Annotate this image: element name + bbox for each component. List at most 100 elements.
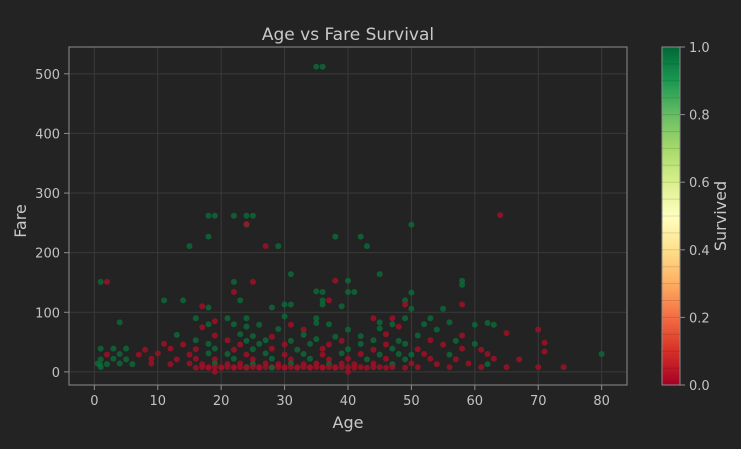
point-not-survived xyxy=(446,364,453,371)
point-survived xyxy=(230,212,237,219)
point-not-survived xyxy=(211,332,218,339)
point-not-survived xyxy=(256,364,263,371)
point-not-survived xyxy=(370,364,377,371)
point-not-survived xyxy=(211,318,218,325)
point-not-survived xyxy=(224,364,231,371)
point-survived xyxy=(275,326,282,332)
point-survived xyxy=(180,297,187,304)
point-survived xyxy=(402,356,409,363)
point-survived xyxy=(104,361,110,368)
point-not-survived xyxy=(535,326,542,333)
point-survived xyxy=(484,361,491,368)
point-not-survived xyxy=(281,341,288,348)
point-not-survived xyxy=(427,337,434,344)
point-survived xyxy=(110,345,117,352)
point-survived xyxy=(205,212,212,219)
point-survived xyxy=(230,355,237,362)
point-survived xyxy=(319,301,326,308)
y-tick-label: 500 xyxy=(35,68,60,83)
x-tick-label: 20 xyxy=(213,394,230,409)
point-not-survived xyxy=(389,315,396,322)
point-survived xyxy=(313,315,320,322)
point-not-survived xyxy=(154,350,161,357)
point-not-survived xyxy=(313,364,320,371)
point-not-survived xyxy=(332,364,339,371)
point-survived xyxy=(408,289,415,296)
colorbar-tick-label: 0.2 xyxy=(689,311,710,326)
point-survived xyxy=(313,320,320,326)
point-not-survived xyxy=(395,323,402,330)
point-survived xyxy=(313,63,320,70)
point-survived xyxy=(129,361,136,368)
point-survived xyxy=(471,340,478,347)
point-survived xyxy=(186,243,193,250)
point-not-survived xyxy=(199,324,206,331)
point-survived xyxy=(332,233,339,240)
point-not-survived xyxy=(268,333,275,340)
point-not-survived xyxy=(230,346,237,353)
point-not-survived xyxy=(490,355,497,362)
point-survived xyxy=(262,337,269,344)
point-not-survived xyxy=(243,221,250,227)
point-survived xyxy=(459,281,466,288)
data-points xyxy=(94,63,605,375)
point-survived xyxy=(345,326,351,333)
point-not-survived xyxy=(383,341,389,348)
point-survived xyxy=(287,271,294,278)
point-survived xyxy=(205,304,212,311)
point-survived xyxy=(110,355,117,362)
point-survived xyxy=(408,351,415,358)
point-not-survived xyxy=(503,364,510,371)
point-not-survived xyxy=(186,360,193,367)
point-survived xyxy=(414,332,421,339)
point-survived xyxy=(97,356,104,363)
colorbar-tick-label: 0.8 xyxy=(689,109,710,124)
point-not-survived xyxy=(459,345,466,352)
point-not-survived xyxy=(465,360,472,367)
point-survived xyxy=(116,319,123,326)
point-survived xyxy=(224,315,231,322)
y-axis-ticks: 0 100 200 300 400 500 xyxy=(35,68,69,381)
point-survived xyxy=(376,271,383,278)
colorbar-tick-label: 0.0 xyxy=(689,379,710,394)
point-not-survived xyxy=(281,364,288,371)
point-not-survived xyxy=(497,212,504,219)
point-survived xyxy=(116,360,123,367)
point-not-survived xyxy=(357,364,364,371)
x-tick-label: 70 xyxy=(530,394,547,409)
point-not-survived xyxy=(326,341,332,348)
point-survived xyxy=(484,320,491,326)
point-survived xyxy=(205,340,212,347)
point-not-survived xyxy=(186,351,193,358)
point-survived xyxy=(459,277,466,284)
point-survived xyxy=(370,337,377,344)
point-survived xyxy=(446,351,453,358)
point-survived xyxy=(161,297,168,304)
y-tick-label: 200 xyxy=(35,247,60,262)
point-not-survived xyxy=(383,364,389,371)
point-not-survived xyxy=(383,331,389,338)
x-axis-ticks: 0 10 20 30 40 50 60 70 80 xyxy=(90,385,610,409)
point-not-survived xyxy=(243,364,250,371)
point-survived xyxy=(268,304,275,311)
point-survived xyxy=(376,325,383,332)
point-not-survived xyxy=(287,356,294,363)
point-not-survived xyxy=(199,303,206,310)
point-not-survived xyxy=(287,364,294,371)
y-tick-label: 300 xyxy=(35,187,60,202)
y-axis-label: Fare xyxy=(11,204,30,238)
point-survived xyxy=(345,289,351,295)
point-not-survived xyxy=(319,364,326,371)
point-survived xyxy=(389,345,396,352)
point-not-survived xyxy=(383,355,389,362)
point-survived xyxy=(173,331,180,338)
point-survived xyxy=(123,356,130,363)
point-not-survived xyxy=(345,355,351,362)
point-survived xyxy=(598,351,605,357)
point-survived xyxy=(230,321,237,328)
point-survived xyxy=(471,321,478,328)
point-not-survived xyxy=(414,346,421,353)
colorbar-ticks: 0.0 0.2 0.4 0.6 0.8 1.0 xyxy=(662,41,710,394)
point-not-survived xyxy=(249,356,256,363)
point-survived xyxy=(268,355,275,362)
